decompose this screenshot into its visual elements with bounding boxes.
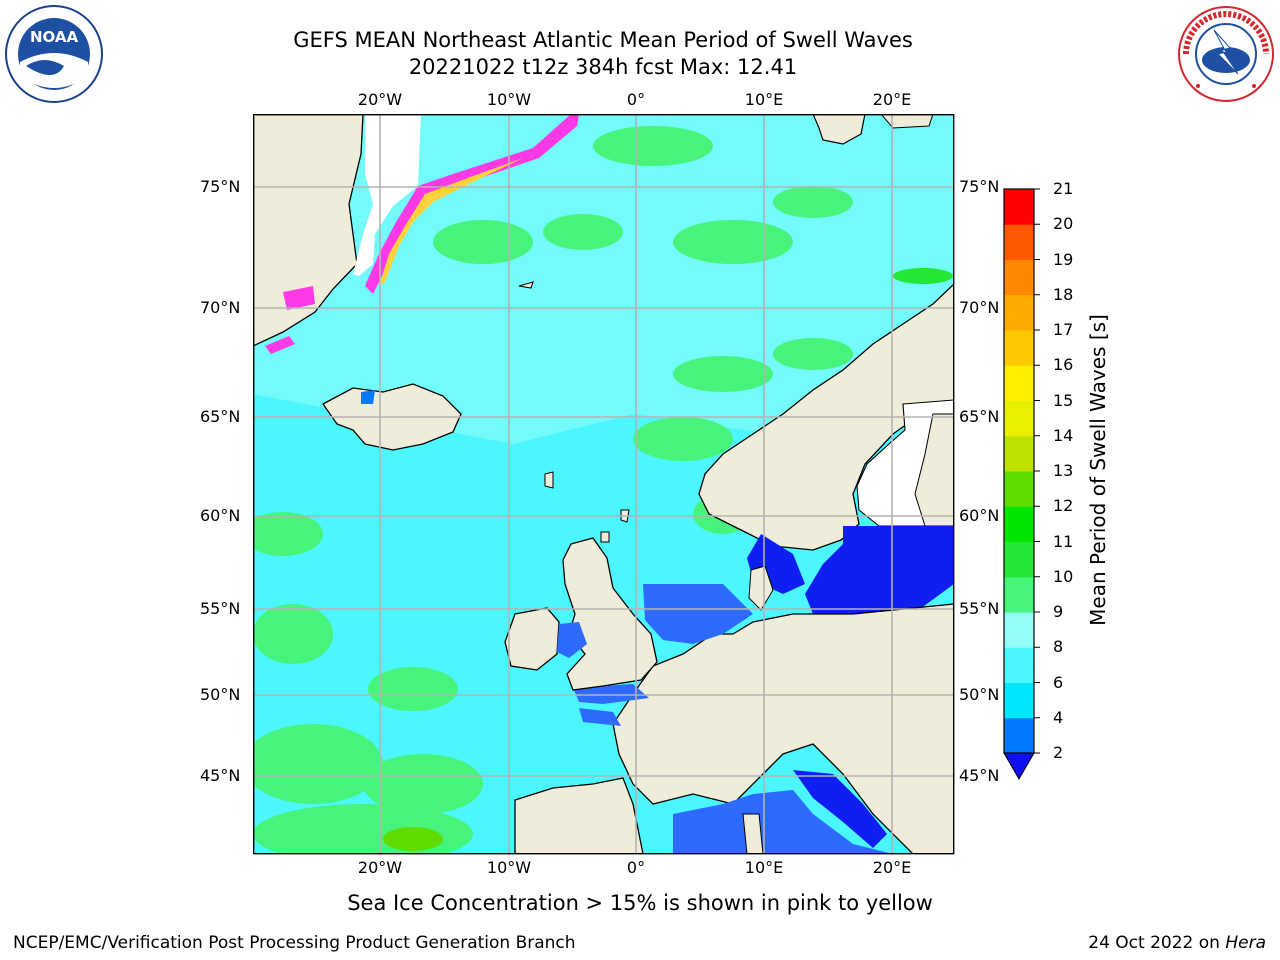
- colorbar-tick-label: 19: [1053, 249, 1074, 269]
- colorbar-tick-label: 17: [1053, 320, 1074, 339]
- sea-ice-caption: Sea Ice Concentration > 15% is shown in …: [347, 891, 933, 915]
- footer-date: 24 Oct 2022 on Hera: [1088, 933, 1266, 953]
- colorbar-tick-label: 4: [1053, 707, 1064, 727]
- colorbar-tick-label: 21: [1053, 179, 1074, 198]
- colorbar-segment: [1004, 224, 1034, 260]
- lat-label-left: 60°N: [200, 506, 241, 525]
- noaa-logo: NOAA: [4, 4, 104, 104]
- lon-label-bottom: 20°E: [872, 858, 912, 877]
- noaa-logo-text: NOAA: [30, 28, 79, 46]
- english-channel: [573, 684, 649, 704]
- colorbar-segment: [1004, 259, 1034, 296]
- colorbar-tick-label: 13: [1053, 461, 1074, 480]
- lon-label-top: 10°E: [744, 90, 784, 109]
- lat-label-right: 50°N: [959, 685, 1000, 704]
- colorbar-segment: [1004, 717, 1034, 754]
- sea-ice-pink: [365, 114, 579, 294]
- colorbar-tick-label: 8: [1053, 637, 1064, 657]
- colorbar-segment: [1004, 576, 1034, 613]
- colorbar-segment: [1004, 541, 1034, 578]
- colorbar-tick-label: 12: [1053, 496, 1074, 516]
- nws-logo: [1176, 4, 1276, 104]
- footer-host: Hera: [1225, 933, 1266, 953]
- lat-label-left: 70°N: [200, 298, 241, 317]
- great-britain-land: [562, 537, 658, 691]
- lat-label-left: 50°N: [200, 685, 241, 704]
- colorbar-tick-label: 10: [1053, 566, 1074, 586]
- lat-label-right: 70°N: [959, 298, 1000, 317]
- colorbar-label: Mean Period of Swell Waves [s]: [1086, 314, 1110, 626]
- europe-land: [612, 603, 954, 854]
- colorbar-segment: [1004, 189, 1034, 225]
- north-sea-shelf: [643, 584, 753, 644]
- lat-label-right: 45°N: [959, 766, 1000, 785]
- lat-label-right: 65°N: [959, 407, 1000, 426]
- graticule: [253, 114, 954, 854]
- colorbar-segment: [1004, 471, 1034, 507]
- colorbar-tick-label: 2: [1053, 743, 1064, 762]
- colorbar-tick-label: 18: [1053, 284, 1074, 304]
- lon-label-bottom: 10°W: [486, 858, 532, 877]
- colorbar-tick-label: 14: [1053, 425, 1074, 445]
- mediterranean-sea: [673, 790, 893, 854]
- colorbar-tick-label: 9: [1053, 602, 1064, 621]
- adriatic-sea: [793, 770, 887, 848]
- baltic-sea: [805, 526, 954, 624]
- colorbar-tick-label: 6: [1053, 672, 1064, 692]
- lat-label-left: 45°N: [200, 766, 241, 785]
- colorbar-segment: [1004, 647, 1034, 683]
- lat-label-left: 65°N: [200, 407, 241, 426]
- lon-label-top: 20°W: [357, 90, 403, 109]
- colorbar-segment: [1004, 612, 1034, 648]
- lon-label-top: 0°: [626, 90, 646, 109]
- colorbar-extend-arrow: [1003, 752, 1035, 781]
- swell-period-map: [253, 114, 955, 855]
- colorbar-tick-label: 16: [1053, 355, 1074, 375]
- ireland-land: [504, 607, 560, 671]
- lat-label-right: 75°N: [959, 177, 1000, 196]
- lon-label-bottom: 10°E: [744, 858, 784, 877]
- colorbar-tick-label: 15: [1053, 390, 1074, 410]
- lat-label-right: 60°N: [959, 506, 1000, 525]
- iberia-land: [514, 777, 644, 854]
- colorbar-segment: [1004, 330, 1034, 366]
- colorbar-segment: [1004, 435, 1034, 472]
- colorbar-segment: [1004, 400, 1034, 437]
- lat-label-right: 55°N: [959, 599, 1000, 618]
- lat-label-left: 55°N: [200, 599, 241, 618]
- colorbar-tick-label: 11: [1053, 531, 1074, 551]
- lon-label-top: 10°W: [486, 90, 532, 109]
- sea-ice-white: [353, 114, 421, 276]
- map-subtitle: 20221022 t12z 384h fcst Max: 12.41: [408, 55, 798, 79]
- map-frame: [253, 114, 955, 855]
- lon-label-top: 20°E: [872, 90, 912, 109]
- map-title: GEFS MEAN Northeast Atlantic Mean Period…: [293, 28, 913, 52]
- colorbar-tick-label: 20: [1053, 214, 1074, 234]
- colorbar-segment: [1004, 365, 1034, 401]
- footer-credit: NCEP/EMC/Verification Post Processing Pr…: [13, 933, 576, 953]
- colorbar-segment: [1004, 682, 1034, 719]
- greenland-land: [253, 114, 364, 347]
- colorbar-segment: [1004, 506, 1034, 542]
- lat-label-left: 75°N: [200, 177, 241, 196]
- lon-label-bottom: 20°W: [357, 858, 403, 877]
- colorbar-segment: [1004, 294, 1034, 331]
- footer-date-text: 24 Oct 2022 on: [1088, 933, 1226, 953]
- lon-label-bottom: 0°: [626, 858, 646, 877]
- colorbar: [1003, 188, 1040, 781]
- svalbard-land: [812, 114, 866, 145]
